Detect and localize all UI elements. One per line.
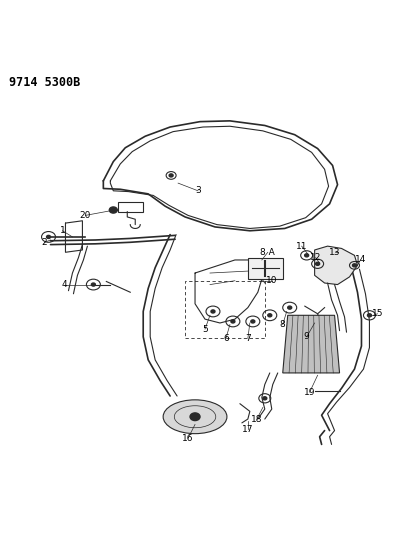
Ellipse shape bbox=[231, 320, 235, 323]
Text: 5: 5 bbox=[202, 325, 208, 334]
Text: 13: 13 bbox=[329, 248, 340, 257]
Text: 6: 6 bbox=[223, 334, 229, 343]
Ellipse shape bbox=[268, 314, 272, 317]
Polygon shape bbox=[315, 246, 358, 285]
Text: 8: 8 bbox=[280, 320, 286, 329]
Text: 16: 16 bbox=[182, 434, 194, 443]
Text: 18: 18 bbox=[251, 415, 263, 424]
Text: 20: 20 bbox=[80, 211, 91, 220]
Text: 1: 1 bbox=[60, 227, 65, 235]
Ellipse shape bbox=[305, 254, 309, 257]
Ellipse shape bbox=[109, 207, 117, 213]
Bar bbox=[185, 281, 265, 338]
Text: 8 A: 8 A bbox=[261, 248, 275, 257]
Text: 17: 17 bbox=[242, 425, 254, 433]
Text: 3: 3 bbox=[195, 187, 201, 195]
Ellipse shape bbox=[251, 320, 255, 323]
Text: 19: 19 bbox=[304, 387, 315, 397]
Polygon shape bbox=[283, 316, 339, 373]
Ellipse shape bbox=[190, 413, 200, 421]
Bar bbox=[118, 203, 143, 212]
Text: 15: 15 bbox=[372, 309, 383, 318]
Ellipse shape bbox=[353, 264, 356, 267]
Ellipse shape bbox=[367, 314, 372, 317]
Ellipse shape bbox=[211, 310, 215, 313]
Ellipse shape bbox=[316, 262, 320, 265]
Ellipse shape bbox=[46, 236, 51, 238]
Ellipse shape bbox=[91, 283, 95, 286]
Text: 14: 14 bbox=[355, 255, 366, 264]
Text: 12: 12 bbox=[310, 253, 321, 262]
Text: 4: 4 bbox=[62, 280, 67, 289]
Text: 10: 10 bbox=[266, 276, 277, 285]
Bar bbox=[248, 257, 283, 279]
Ellipse shape bbox=[163, 400, 227, 434]
Ellipse shape bbox=[169, 174, 173, 177]
Text: 9714 5300B: 9714 5300B bbox=[9, 76, 80, 88]
Text: 9: 9 bbox=[304, 332, 309, 341]
Text: 2: 2 bbox=[42, 238, 47, 247]
Text: 7: 7 bbox=[245, 334, 251, 343]
Ellipse shape bbox=[263, 397, 267, 400]
Ellipse shape bbox=[288, 306, 292, 309]
Text: 11: 11 bbox=[296, 241, 307, 251]
